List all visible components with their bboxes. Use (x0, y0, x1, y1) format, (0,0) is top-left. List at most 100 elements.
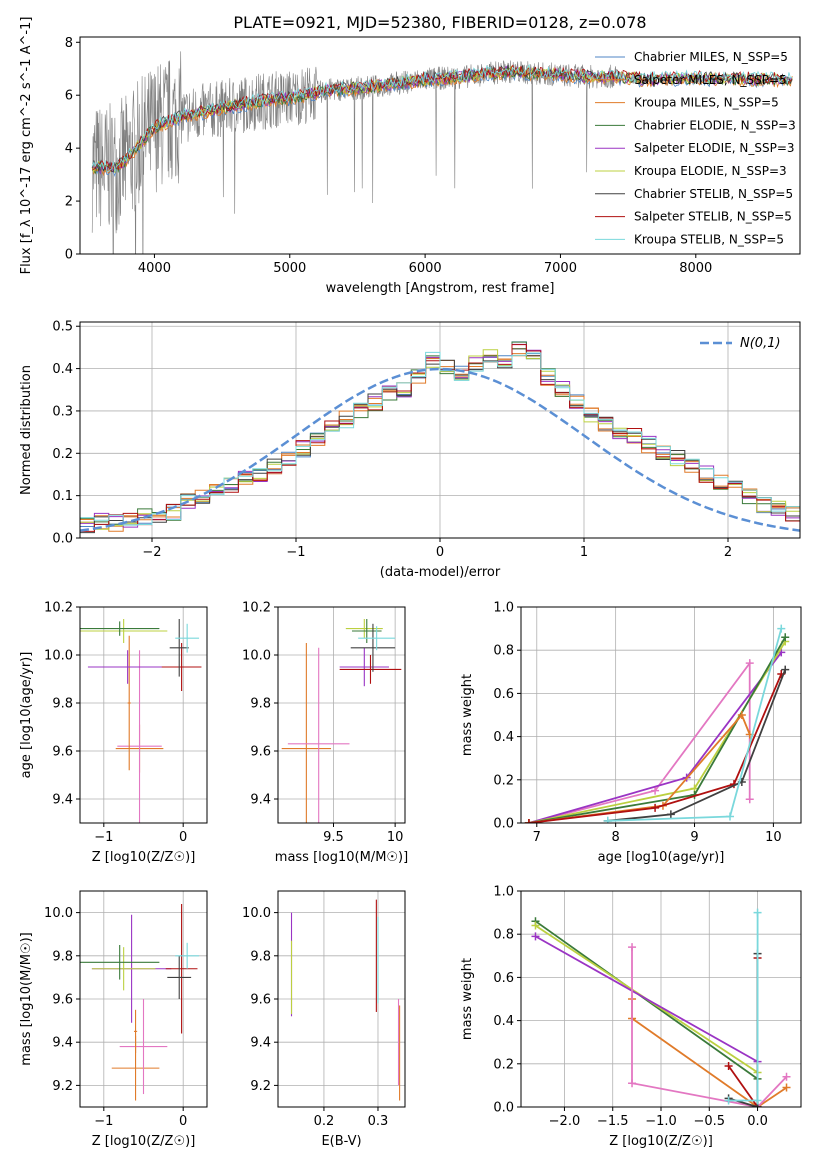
plus-marker (777, 624, 786, 633)
x-tick-label: −0.5 (693, 1114, 725, 1129)
x-tick-label: 4000 (138, 261, 171, 276)
x-tick-label: 10 (765, 830, 782, 845)
series-line (528, 636, 786, 823)
x-axis-label: E(B-V) (321, 1134, 361, 1149)
axes-frame (79, 36, 801, 255)
y-tick-label: 0.3 (52, 404, 73, 419)
y-tick-label: 0.4 (52, 362, 73, 377)
x-tick-label: −1.5 (597, 1114, 629, 1129)
axes-frame (520, 606, 802, 824)
plot-area (524, 624, 790, 823)
plus-marker (737, 711, 746, 719)
y-axis-label: Normed distribution (19, 365, 34, 495)
y-tick-label: 10.0 (242, 649, 271, 664)
x-tick-label: −1 (286, 545, 305, 560)
panel-spectrum: 4000 5000 6000 7000 8000 0 2 4 6 8 wavelength [Ang… (19, 17, 801, 296)
y-tick-label: 9.4 (52, 793, 73, 808)
series-line (528, 713, 751, 823)
series-line (607, 669, 787, 822)
y-tick-label: 9.8 (250, 697, 271, 712)
x-tick-label: −1 (94, 1114, 113, 1129)
y-tick-label: 1.0 (493, 601, 514, 616)
x-axis-label: wavelength [Angstrom, rest frame] (326, 281, 555, 296)
y-tick-label: 10.0 (44, 649, 73, 664)
y-tick-label: 9.8 (250, 949, 271, 964)
axes-frame (79, 890, 208, 1108)
y-tick-label: 0.2 (493, 773, 514, 788)
x-tick-label: 10 (387, 830, 404, 845)
plus-marker (724, 1061, 733, 1070)
histogram-step (80, 351, 800, 526)
legend-label: Chabrier STELIB, N_SSP=5 (634, 187, 793, 201)
y-tick-label: 0.6 (493, 971, 514, 986)
plus-marker (603, 816, 612, 823)
plus-marker (531, 921, 540, 930)
x-tick-label: 1 (580, 545, 588, 560)
model-spectrum-line (92, 64, 793, 172)
y-tick-label: 0.5 (52, 320, 73, 335)
panel-mass-vs-Z: −1 0 9.2 9.4 9.6 9.8 10.0 Z [log10(Z/Z☉)] mass [… (19, 890, 208, 1149)
y-tick-label: 0.1 (52, 489, 73, 504)
y-tick-label: 1.0 (493, 885, 514, 900)
y-tick-label: 0 (65, 248, 73, 263)
plot-area (281, 619, 402, 823)
plus-marker (782, 1072, 791, 1081)
plus-marker (651, 786, 660, 795)
y-tick-label: 9.6 (52, 745, 73, 760)
x-axis-label: (data-model)/error (380, 565, 501, 580)
x-tick-label: 2 (724, 545, 732, 560)
x-tick-label: 9.5 (323, 830, 344, 845)
y-tick-label: 0.4 (493, 730, 514, 745)
y-tick-label: 4 (65, 142, 73, 157)
x-tick-label: 6000 (409, 261, 442, 276)
series-line (631, 947, 788, 1107)
x-tick-label: −2 (142, 545, 161, 560)
y-tick-label: 9.8 (52, 949, 73, 964)
legend-label: Salpeter ELODIE, N_SSP=3 (634, 141, 795, 155)
y-tick-label: 0.0 (493, 817, 514, 832)
axes-frame (79, 606, 208, 824)
y-axis-label: mass weight (460, 674, 475, 756)
figure-title: PLATE=0921, MJD=52380, FIBERID=0128, z=0… (233, 13, 646, 32)
model-spectrum-line (91, 65, 793, 174)
x-tick-label: 0 (179, 1114, 187, 1129)
y-tick-label: 9.4 (52, 1036, 73, 1051)
series-line (535, 935, 759, 1063)
axes-frame (277, 606, 406, 824)
y-tick-label: 9.2 (250, 1079, 271, 1094)
x-axis-label: mass [log10(M/M☉)] (275, 850, 408, 865)
plus-marker (666, 810, 675, 819)
model-spectrum-line (92, 67, 793, 178)
y-tick-label: 0.4 (493, 1014, 514, 1029)
legend-label: Kroupa STELIB, N_SSP=5 (634, 232, 784, 246)
y-tick-label: 0.2 (52, 447, 73, 462)
plus-marker (781, 633, 790, 642)
x-tick-label: 0.2 (314, 1114, 335, 1129)
plus-marker (781, 665, 790, 674)
y-tick-label: 10.2 (242, 601, 271, 616)
y-tick-label: 9.2 (52, 1079, 73, 1094)
y-tick-label: 8 (65, 36, 73, 51)
series-line (728, 953, 759, 1107)
x-tick-label: 7 (533, 830, 541, 845)
panel-weight-vs-age: 7 8 9 10 0.0 0.2 0.4 0.6 0.8 1.0 age [log10(age/yr… (460, 601, 802, 865)
plus-marker (531, 932, 540, 941)
x-tick-label: 5000 (273, 261, 306, 276)
y-tick-label: 6 (65, 89, 73, 104)
plus-marker (782, 1083, 791, 1092)
plot-area (80, 903, 200, 1101)
gaussian-legend-label: N(0,1) (740, 336, 781, 351)
x-tick-label: −1 (94, 830, 113, 845)
plus-marker (651, 803, 660, 812)
y-tick-label: 2 (65, 195, 73, 210)
y-tick-label: 9.6 (250, 745, 271, 760)
plus-marker (726, 812, 735, 821)
legend-label: Kroupa ELODIE, N_SSP=3 (634, 164, 787, 178)
plot-area (80, 619, 202, 823)
panel-residuals: −2 −1 0 1 2 0.0 0.1 0.2 0.3 0.4 0.5 (data-model)/er… (19, 320, 801, 580)
axes-frame (520, 890, 802, 1108)
series-line (528, 673, 783, 823)
panel-mass-vs-EBV: 0.2 0.3 9.2 9.4 9.6 9.8 10.0 E(B-V) (242, 890, 406, 1149)
y-tick-label: 0.2 (493, 1057, 514, 1072)
